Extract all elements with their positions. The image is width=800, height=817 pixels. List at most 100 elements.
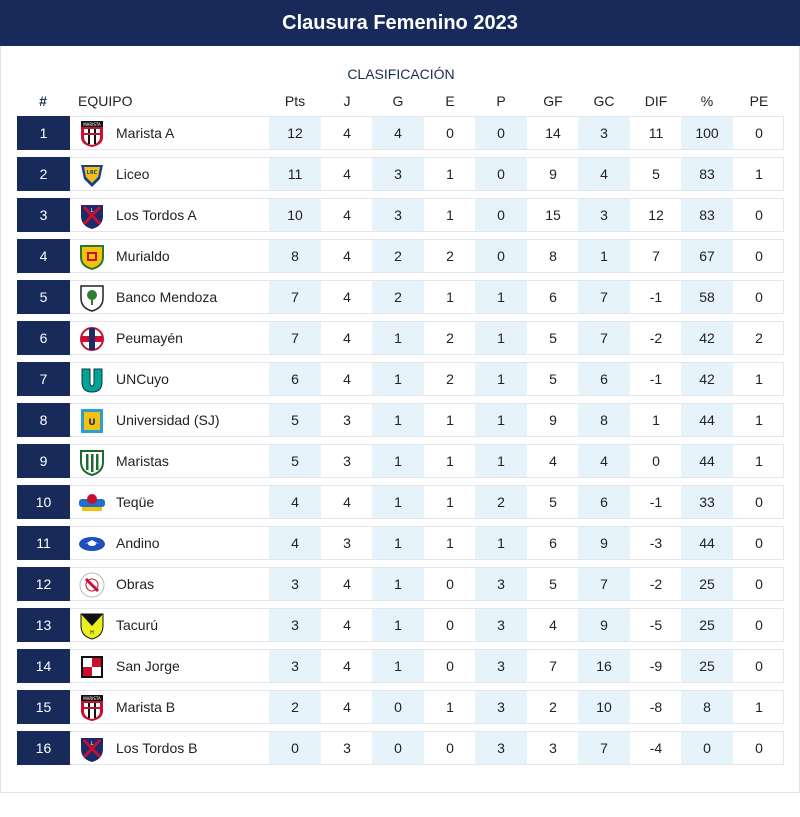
rank-cell: 15 <box>17 690 70 724</box>
stat-p: 3 <box>475 568 527 600</box>
stat-e: 0 <box>446 125 454 141</box>
stat-p: 3 <box>475 732 527 764</box>
stat-dif: 5 <box>652 166 660 182</box>
stat-p: 2 <box>475 486 527 518</box>
team-name: Andino <box>116 535 160 551</box>
stat-p: 1 <box>475 527 527 559</box>
stat-gf: 4 <box>549 453 557 469</box>
stat-dif: 0 <box>652 453 660 469</box>
table-row: 12 Obras 3 4 1 0 3 5 7 -2 25 0 <box>17 567 784 601</box>
stat-g: 3 <box>372 199 424 231</box>
rank-cell: 11 <box>17 526 70 560</box>
stat-gf: 15 <box>545 207 561 223</box>
stat-pct: 44 <box>681 527 733 559</box>
stat-dif: -4 <box>649 740 663 756</box>
team-name: Maristas <box>116 453 169 469</box>
stat-dif: 11 <box>648 125 664 141</box>
col-header-team: EQUIPO <box>78 93 133 109</box>
col-header-dif: DIF <box>644 93 668 109</box>
stat-g: 0 <box>372 732 424 764</box>
stat-pct: 0 <box>681 732 733 764</box>
svg-text:MARISTA: MARISTA <box>83 122 101 127</box>
stat-dif: -9 <box>649 658 663 674</box>
stat-pe: 0 <box>755 576 763 592</box>
col-header-rank: # <box>39 93 47 109</box>
col-header-pe: PE <box>749 93 769 109</box>
table-row: 10 Teqüe 4 4 1 1 2 5 6 -1 33 0 <box>17 485 784 519</box>
stat-dif: 1 <box>652 412 660 428</box>
peumayen-crest-icon <box>78 325 106 353</box>
stat-gc: 3 <box>578 199 630 231</box>
stat-g: 1 <box>372 568 424 600</box>
stat-pct: 25 <box>681 650 733 682</box>
rank-cell: 5 <box>17 280 70 314</box>
team-name: Obras <box>116 576 155 592</box>
stat-pts: 3 <box>269 609 321 641</box>
stat-gc: 6 <box>578 486 630 518</box>
stat-g: 1 <box>372 445 424 477</box>
stat-g: 1 <box>372 609 424 641</box>
los-tordos-crest-icon: L <box>78 202 106 230</box>
stat-pts: 5 <box>269 404 321 436</box>
stat-j: 4 <box>343 125 351 141</box>
team-name: Teqüe <box>116 494 155 510</box>
stat-p: 3 <box>475 691 527 723</box>
team-name: Universidad (SJ) <box>116 412 220 428</box>
stat-pct: 33 <box>681 486 733 518</box>
stat-pe: 0 <box>755 494 763 510</box>
rank-cell: 12 <box>17 567 70 601</box>
team-name: UNCuyo <box>116 371 169 387</box>
table-row: 3 L Los Tordos A 10 4 3 1 0 15 3 12 83 0 <box>17 198 784 232</box>
stat-j: 4 <box>343 289 351 305</box>
stat-e: 2 <box>446 371 454 387</box>
stat-pe: 0 <box>755 617 763 633</box>
stat-pts: 7 <box>269 322 321 354</box>
stat-gc: 9 <box>578 527 630 559</box>
stat-pe: 1 <box>755 453 763 469</box>
stat-gc: 4 <box>578 445 630 477</box>
col-header-p: P <box>496 93 506 109</box>
standings-subtitle: CLASIFICACIÓN <box>347 66 455 82</box>
rank-cell: 9 <box>17 444 70 478</box>
stat-pts: 0 <box>269 732 321 764</box>
stat-e: 0 <box>446 658 454 674</box>
team-name: Los Tordos A <box>116 207 197 223</box>
uncuyo-crest-icon <box>78 366 106 394</box>
los-tordos-crest-icon: L <box>78 735 106 763</box>
stat-pct: 44 <box>681 445 733 477</box>
stat-g: 2 <box>372 240 424 272</box>
table-row: 15 MARISTA Marista B 2 4 0 1 3 2 10 -8 8 1 <box>17 690 784 724</box>
obras-crest-icon <box>78 571 106 599</box>
svg-text:MARISTA: MARISTA <box>83 696 101 701</box>
table-row: 8 U Universidad (SJ) 5 3 1 1 1 9 8 1 44 1 <box>17 403 784 437</box>
stat-g: 4 <box>372 117 424 149</box>
stat-j: 4 <box>343 658 351 674</box>
stat-e: 1 <box>446 207 454 223</box>
banco-mendoza-crest-icon <box>78 284 106 312</box>
team-name: Peumayén <box>116 330 183 346</box>
stat-p: 0 <box>475 199 527 231</box>
stat-e: 1 <box>446 166 454 182</box>
san-jorge-crest-icon <box>78 653 106 681</box>
table-row: 4 Murialdo 8 4 2 2 0 8 1 7 67 0 <box>17 239 784 273</box>
stat-dif: 7 <box>652 248 660 264</box>
liceo-crest-icon: LRC <box>78 161 106 189</box>
stat-p: 0 <box>475 240 527 272</box>
stat-j: 4 <box>343 617 351 633</box>
stat-e: 0 <box>446 617 454 633</box>
rank-cell: 3 <box>17 198 70 232</box>
murialdo-crest-icon <box>78 243 106 271</box>
rank-cell: 1 <box>17 116 70 150</box>
stat-pts: 11 <box>269 158 321 190</box>
stat-dif: -5 <box>649 617 663 633</box>
stat-pe: 0 <box>755 125 763 141</box>
stat-pe: 0 <box>755 207 763 223</box>
table-row: 9 Maristas 5 3 1 1 1 4 4 0 44 1 <box>17 444 784 478</box>
stat-gf: 2 <box>549 699 557 715</box>
stat-pct: 42 <box>681 322 733 354</box>
stat-pe: 0 <box>755 248 763 264</box>
stat-gf: 9 <box>549 412 557 428</box>
stat-dif: 12 <box>648 207 664 223</box>
svg-text:U: U <box>88 418 95 428</box>
stat-gf: 5 <box>549 371 557 387</box>
